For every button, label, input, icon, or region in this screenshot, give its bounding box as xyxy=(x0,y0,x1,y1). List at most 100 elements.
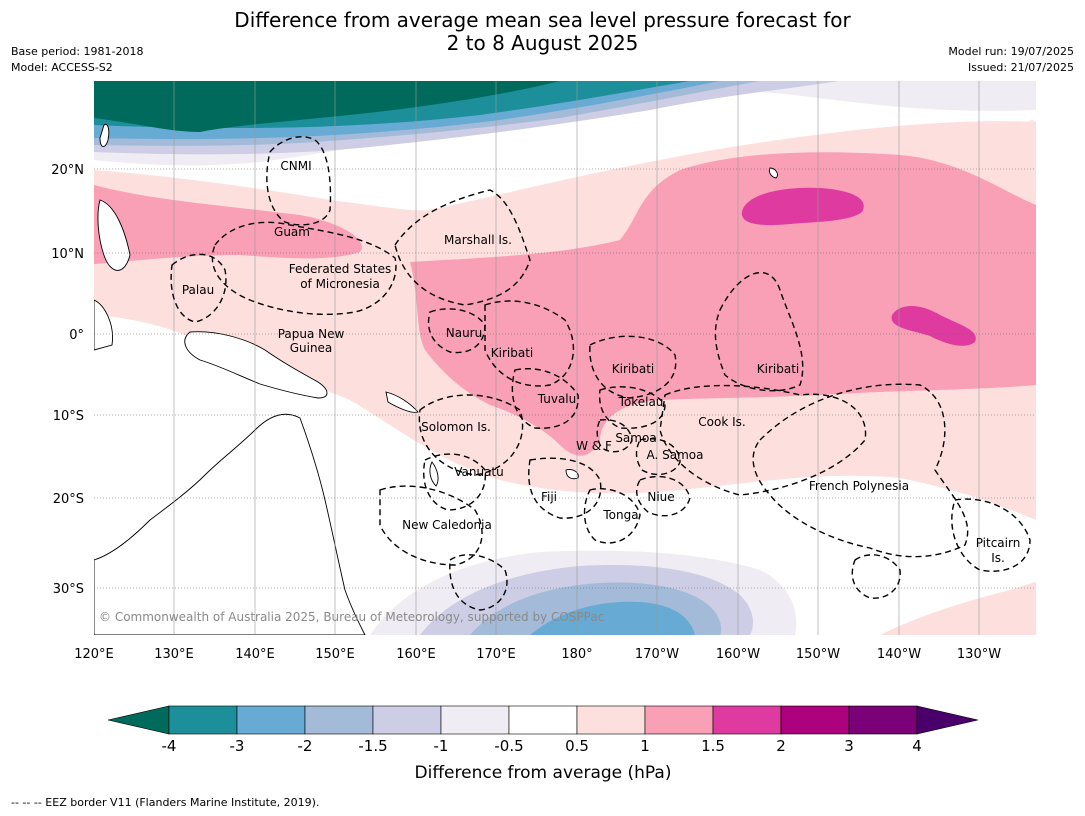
colorbar-tick-minus0.5: -0.5 xyxy=(494,737,523,755)
lat-tick-10n: 10°N xyxy=(51,247,84,262)
label-samoa: Samoa xyxy=(615,431,656,445)
graticule xyxy=(173,81,980,635)
colorbar-tick-3: 3 xyxy=(844,737,854,755)
lat-tick-20n: 20°N xyxy=(51,163,84,178)
colorbar-low-extension xyxy=(107,705,170,735)
hawaii-coast xyxy=(768,167,778,179)
label-solomon-islands: Solomon Is. xyxy=(421,420,491,434)
colorbar-high-extension xyxy=(916,705,979,735)
eez-kiribati-east xyxy=(714,271,804,392)
eez-kiribati-central xyxy=(589,335,677,399)
new-guinea-coast xyxy=(184,331,328,399)
lon-tick-170w: 170°W xyxy=(635,647,679,662)
model-name: Model: ACCESS-S2 xyxy=(11,61,113,74)
eez-niue xyxy=(636,475,691,517)
eez-nauru xyxy=(427,308,486,354)
anomaly-0.5-1-region-south xyxy=(880,582,1036,635)
lon-tick-160e: 160°E xyxy=(396,647,436,662)
label-american-samoa: A. Samoa xyxy=(647,448,704,462)
lon-tick-150e: 150°E xyxy=(315,647,355,662)
eez-austral xyxy=(851,554,901,599)
label-kiribati-west: Kiribati xyxy=(491,346,533,360)
latitude-lines xyxy=(94,168,1036,589)
label-tuvalu: Tuvalu xyxy=(537,392,577,406)
label-marshall-islands: Marshall Is. xyxy=(444,233,512,247)
latitude-tick-labels: 20°N 10°N 0° 10°S 20°S 30°S xyxy=(51,163,84,597)
label-png-line1: Papua New xyxy=(278,327,345,341)
eez-cnmi xyxy=(266,136,332,226)
label-new-caledonia: New Caledonia xyxy=(402,518,492,532)
colorbar-title: Difference from average (hPa) xyxy=(415,763,672,783)
eez-fiji xyxy=(528,457,602,519)
eez-legend-note: -- -- -- EEZ border V11 (Flanders Marine… xyxy=(11,796,320,809)
colorbar-tick-4: 4 xyxy=(912,737,922,755)
label-fiji: Fiji xyxy=(541,490,557,504)
label-french-polynesia: French Polynesia xyxy=(809,479,909,493)
label-fsm-line1: Federated States xyxy=(289,262,391,276)
colorbar-tick-minus3: -3 xyxy=(230,737,245,755)
colorbar-tick-minus2: -2 xyxy=(298,737,313,755)
label-guam: Guam xyxy=(274,225,310,239)
eez-vanuatu xyxy=(423,453,486,511)
label-kiribati-central: Kiribati xyxy=(612,362,654,376)
northern-low-anomaly xyxy=(94,81,1036,170)
eez-new-caledonia xyxy=(379,485,483,566)
label-png-line2: Guinea xyxy=(290,341,333,355)
label-nauru: Nauru xyxy=(446,326,482,340)
fiji-coast xyxy=(565,469,579,480)
borneo-coast xyxy=(94,299,113,351)
label-niue: Niue xyxy=(647,490,674,504)
eez-pitcairn xyxy=(951,498,1031,572)
anomaly-1.5-2-region xyxy=(741,187,976,346)
map-plot: CNMI Guam Marshall Is. Federated States … xyxy=(94,81,1036,635)
eez-tokelau xyxy=(598,386,666,429)
eez-kiribati-west xyxy=(484,300,575,387)
lon-tick-130w: 130°W xyxy=(957,647,1001,662)
lon-tick-140e: 140°E xyxy=(235,647,275,662)
copyright-notice: © Commonwealth of Australia 2025, Bureau… xyxy=(99,610,604,624)
eez-borders xyxy=(170,136,1031,611)
lon-tick-180: 180° xyxy=(561,647,592,662)
lon-tick-120e: 120°E xyxy=(74,647,114,662)
eez-samoa xyxy=(596,418,633,453)
lon-tick-170e: 170°E xyxy=(476,647,516,662)
colorbar-bins xyxy=(168,705,918,735)
label-pitcairn-line2: Is. xyxy=(991,551,1005,565)
base-period: Base period: 1981-2018 xyxy=(11,45,144,58)
lat-tick-20s: 20°S xyxy=(53,492,84,507)
lat-tick-0: 0° xyxy=(69,328,84,343)
colorbar: -4 -3 -2 -1.5 -1 -0.5 0.5 1 1.5 2 3 4 Di… xyxy=(107,705,979,783)
colorbar-tick-0.5: 0.5 xyxy=(565,737,589,755)
eez-tonga xyxy=(583,488,641,544)
colorbar-tick-2: 2 xyxy=(776,737,786,755)
eez-solomon xyxy=(418,394,524,476)
lat-tick-30s: 30°S xyxy=(53,582,84,597)
issued-date: Issued: 21/07/2025 xyxy=(967,61,1074,74)
label-cnmi: CNMI xyxy=(280,159,311,173)
eez-norfolk xyxy=(449,554,508,611)
label-tokelau: Tokelau xyxy=(618,395,664,409)
colorbar-tick-1.5: 1.5 xyxy=(701,737,725,755)
lat-tick-10s: 10°S xyxy=(53,409,84,424)
eez-marshall xyxy=(394,189,531,306)
colorbar-tick-minus1.5: -1.5 xyxy=(358,737,387,755)
title-line-1: Difference from average mean sea level p… xyxy=(234,8,851,32)
colorbar-tick-1: 1 xyxy=(640,737,650,755)
colorbar-tick-minus4: -4 xyxy=(162,737,177,755)
lon-tick-140w: 140°W xyxy=(877,647,921,662)
label-wallis-futuna: W & F xyxy=(576,439,612,453)
eez-tuvalu xyxy=(511,368,579,429)
eez-cook xyxy=(659,384,867,496)
anomaly-1-1.5-region xyxy=(94,152,1036,456)
southern-low-anomaly xyxy=(370,550,797,635)
colorbar-tick-minus1: -1 xyxy=(434,737,449,755)
title-line-2: 2 to 8 August 2025 xyxy=(446,31,639,55)
label-fsm-line2: of Micronesia xyxy=(300,277,380,291)
label-pitcairn-line1: Pitcairn xyxy=(976,536,1021,550)
coastlines xyxy=(94,123,778,635)
eez-palau xyxy=(170,253,227,323)
taiwan-coast xyxy=(99,123,110,147)
lon-tick-130e: 130°E xyxy=(154,647,194,662)
label-kiribati-east: Kiribati xyxy=(757,362,799,376)
